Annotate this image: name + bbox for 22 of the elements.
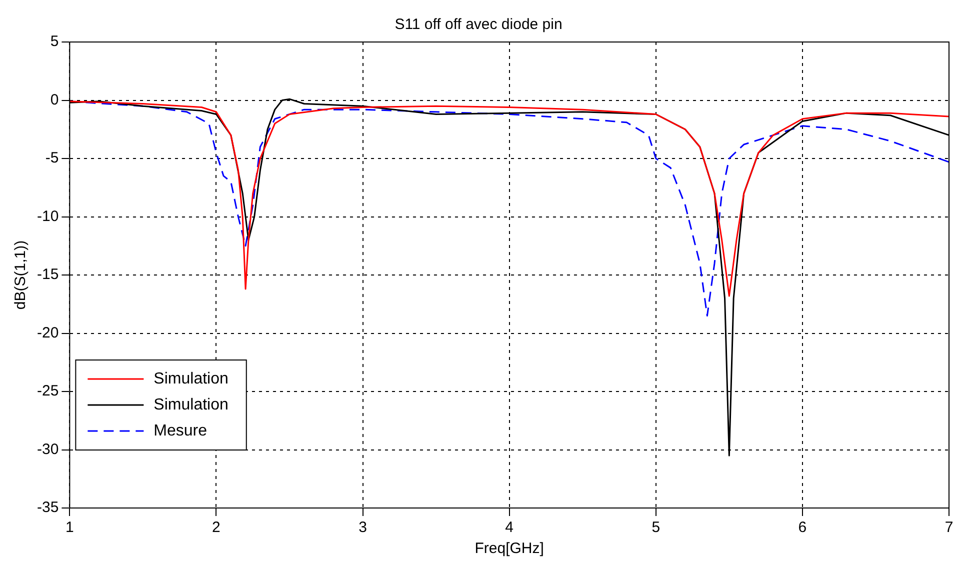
x-tick-label: 2 xyxy=(212,519,220,536)
y-tick-label: -35 xyxy=(36,499,59,516)
y-tick-label: -10 xyxy=(36,208,59,225)
y-tick-label: -20 xyxy=(36,324,59,342)
y-tick-label: 5 xyxy=(50,33,59,50)
y-tick-label: -30 xyxy=(36,440,59,458)
chart-title: S11 off off avec diode pin xyxy=(394,16,562,34)
y-tick-label: 0 xyxy=(50,91,59,108)
x-tick-label: 4 xyxy=(505,519,514,536)
x-axis-title: Freq[GHz] xyxy=(474,540,544,558)
x-tick-label: 1 xyxy=(66,519,74,536)
x-tick-label: 5 xyxy=(652,519,660,536)
y-tick-label: -25 xyxy=(36,382,59,400)
legend-label: Simulation xyxy=(154,396,228,414)
x-tick-label: 7 xyxy=(944,519,954,536)
y-tick-label: -15 xyxy=(36,266,59,284)
x-tick-label: 6 xyxy=(798,519,807,536)
y-axis-title: dB(S(1,1)) xyxy=(12,240,30,310)
legend-label: Mesure xyxy=(154,422,208,440)
y-tick-label: -5 xyxy=(45,150,59,167)
legend-label: Simulation xyxy=(154,370,228,388)
x-tick-label: 3 xyxy=(358,519,367,536)
